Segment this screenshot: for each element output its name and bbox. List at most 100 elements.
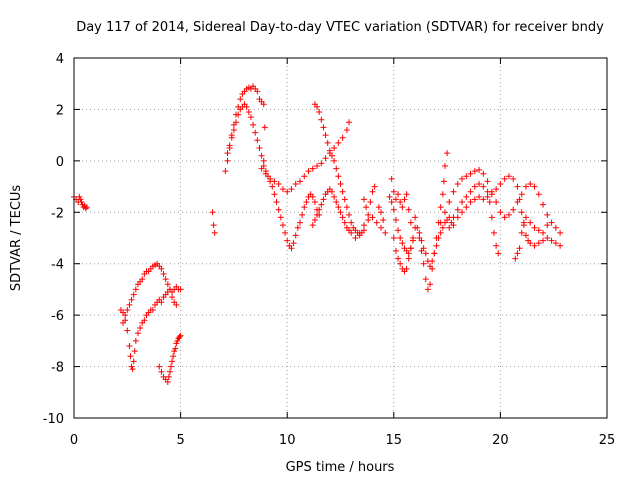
data-point	[548, 237, 555, 244]
data-point	[486, 199, 493, 205]
data-markers	[71, 83, 564, 385]
data-point	[279, 222, 286, 229]
data-point	[211, 229, 218, 236]
data-point	[497, 209, 504, 216]
data-point	[440, 178, 447, 185]
data-point	[397, 260, 404, 267]
x-tick-label: 0	[70, 433, 78, 448]
data-point	[407, 219, 414, 226]
data-point	[279, 186, 286, 193]
data-point	[170, 353, 177, 360]
y-tick-label: 0	[56, 155, 64, 170]
data-point	[165, 373, 172, 380]
data-point	[484, 188, 491, 195]
data-point	[518, 229, 525, 236]
data-point	[305, 168, 312, 175]
data-point	[173, 301, 180, 308]
data-point	[262, 170, 269, 177]
data-point	[407, 245, 414, 252]
data-point	[328, 188, 335, 195]
data-point	[480, 183, 487, 190]
data-point	[318, 160, 325, 167]
data-point	[380, 217, 387, 223]
data-point	[510, 206, 517, 213]
grid	[74, 58, 607, 418]
data-point	[224, 157, 231, 164]
data-point	[254, 88, 261, 95]
data-point	[245, 109, 252, 115]
data-point	[365, 211, 372, 218]
data-point	[160, 271, 167, 277]
data-point	[382, 229, 389, 236]
data-point	[516, 196, 523, 203]
data-point	[335, 173, 342, 180]
data-point	[437, 229, 444, 236]
data-point	[548, 219, 555, 226]
data-point	[139, 276, 146, 283]
data-point	[335, 139, 342, 146]
data-point	[309, 193, 316, 200]
data-point	[420, 245, 427, 252]
data-point	[83, 204, 90, 211]
data-point	[493, 242, 500, 249]
data-point	[360, 227, 367, 234]
data-point	[395, 191, 402, 198]
data-point	[299, 211, 306, 218]
data-point	[82, 205, 89, 212]
data-point	[171, 348, 178, 355]
data-point	[363, 204, 370, 211]
data-point	[557, 242, 564, 249]
data-point	[322, 132, 329, 139]
data-point	[174, 337, 181, 344]
data-point	[399, 240, 406, 247]
y-axis-title: SDTVAR / TECUs	[9, 185, 24, 292]
data-point	[390, 188, 397, 195]
data-point	[132, 337, 139, 344]
data-point	[324, 139, 331, 146]
data-point	[124, 307, 131, 313]
data-point	[369, 214, 376, 221]
data-point	[282, 229, 289, 236]
data-point	[386, 193, 393, 200]
data-point	[439, 191, 446, 198]
data-point	[331, 157, 338, 164]
data-point	[516, 245, 523, 252]
data-point	[318, 201, 325, 208]
data-point	[378, 224, 385, 231]
data-point	[395, 227, 402, 234]
data-point	[254, 137, 261, 144]
data-point	[77, 196, 84, 203]
data-point	[360, 222, 367, 229]
data-point	[544, 235, 551, 241]
data-point	[405, 206, 412, 213]
data-point	[471, 196, 478, 203]
data-point	[288, 186, 295, 193]
data-point	[360, 196, 367, 203]
data-point	[420, 260, 427, 267]
data-point	[158, 368, 165, 375]
data-point	[275, 181, 282, 187]
data-point	[326, 147, 333, 154]
data-point	[433, 242, 440, 249]
data-point	[177, 286, 184, 293]
data-point	[535, 227, 542, 234]
data-point	[467, 199, 474, 205]
data-point	[314, 163, 321, 169]
data-point	[522, 183, 529, 190]
data-point	[331, 145, 338, 151]
data-point	[497, 181, 504, 187]
data-point	[164, 379, 171, 385]
data-point	[520, 219, 527, 226]
data-point	[301, 173, 308, 180]
y-tick-label: 4	[56, 52, 64, 67]
axis-ticks	[73, 57, 608, 419]
data-point	[209, 209, 216, 216]
data-point	[149, 307, 156, 313]
data-point	[454, 206, 461, 213]
data-point	[277, 214, 284, 221]
data-point	[395, 255, 402, 262]
data-point	[166, 368, 173, 375]
data-point	[271, 178, 278, 185]
